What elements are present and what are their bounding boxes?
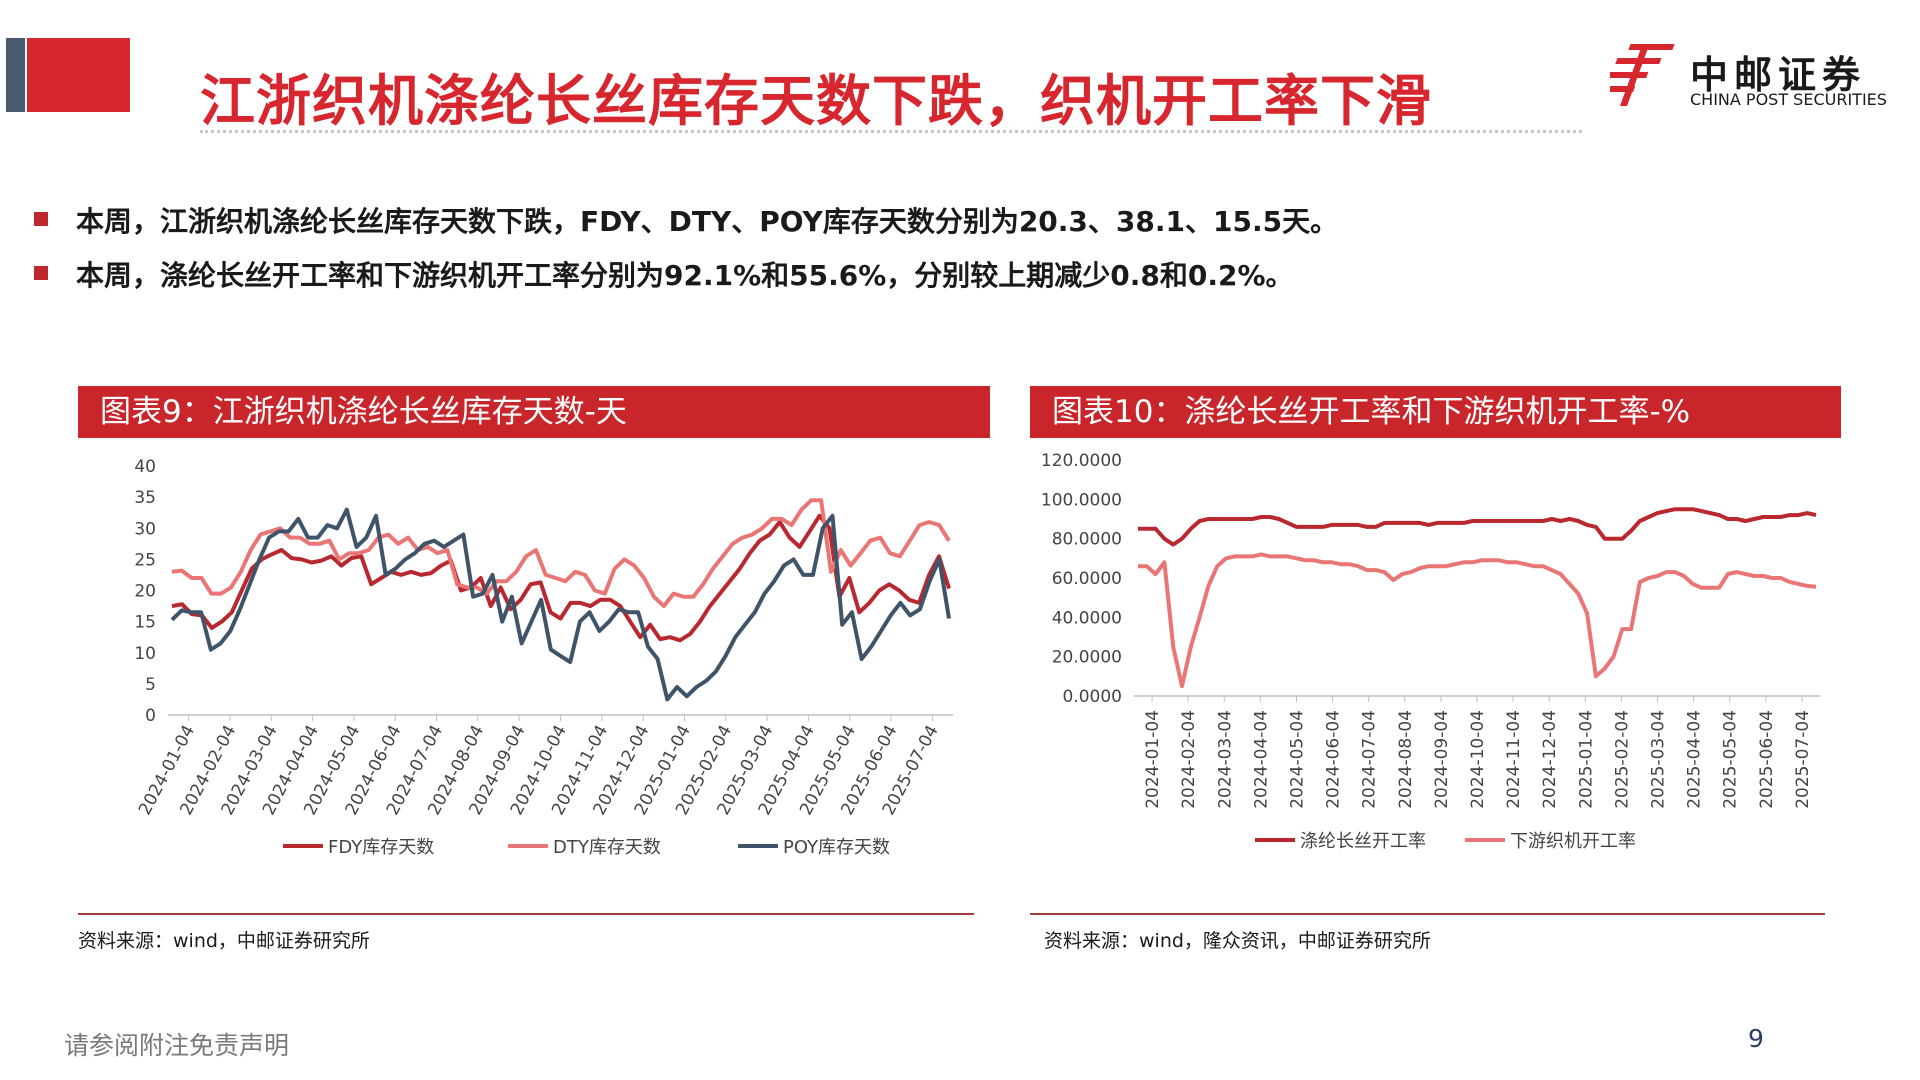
chart9-ytick-label: 20 bbox=[134, 582, 156, 602]
chart10-legend-label-2: 下游织机开工率 bbox=[1510, 831, 1636, 852]
chart9-legend-label-3: POY库存天数 bbox=[783, 837, 890, 858]
disclaimer-note: 请参阅附注免责声明 bbox=[64, 1031, 290, 1060]
header-accent-bar-red bbox=[27, 38, 130, 112]
chart9-ytick-label: 15 bbox=[134, 613, 156, 633]
chart9-series-line-3 bbox=[170, 507, 951, 702]
chart10-xtick-label: 2025-01-04 bbox=[1576, 710, 1596, 809]
chart10-xtick-label: 2025-06-04 bbox=[1757, 710, 1777, 809]
chart10-xtick-label: 2024-08-04 bbox=[1396, 710, 1416, 809]
chart9-ytick-label: 30 bbox=[134, 519, 156, 539]
chart9-ytick-label: 10 bbox=[134, 644, 156, 664]
chart9-ytick-label: 5 bbox=[145, 675, 156, 695]
chart9-legend-label-1: FDY库存天数 bbox=[328, 837, 434, 858]
china-post-logo-icon bbox=[1610, 44, 1675, 106]
chart10-series-line-2 bbox=[1138, 552, 1817, 689]
chart9-series-line-2 bbox=[171, 498, 951, 609]
bullet-marker-2 bbox=[34, 266, 48, 280]
chart9-source-divider bbox=[78, 913, 974, 915]
chart10-ytick-label: 80.0000 bbox=[1052, 530, 1122, 550]
chart10-legend-label-1: 涤纶长丝开工率 bbox=[1300, 831, 1426, 852]
header-accent-bar-gray bbox=[6, 38, 25, 112]
chart9-series-line-1 bbox=[171, 513, 951, 643]
chart10-source: 资料来源：wind，隆众资讯，中邮证券研究所 bbox=[1044, 930, 1431, 952]
chart9-header: 图表9：江浙织机涤纶长丝库存天数-天 bbox=[78, 386, 990, 438]
bullet-marker-1 bbox=[34, 212, 48, 226]
chart10-xtick-label: 2024-10-04 bbox=[1468, 710, 1488, 809]
chart10-operating-rate: 0.0000 20.0000 40.0000 60.0000 80.0000 100.00… bbox=[1041, 451, 1820, 852]
chart9-inventory-days: 05101520253035402024-01-042024-02-042024… bbox=[134, 457, 953, 858]
logo-text-english: CHINA POST SECURITIES bbox=[1690, 90, 1887, 109]
chart10-ytick-label: 0.0000 bbox=[1063, 687, 1122, 707]
chart10-header: 图表10：涤纶长丝开工率和下游织机开工率-% bbox=[1030, 386, 1841, 438]
chart9-ytick-label: 35 bbox=[134, 488, 156, 508]
page-number: 9 bbox=[1748, 1024, 1764, 1053]
title-divider bbox=[200, 130, 1582, 133]
chart10-xtick-label: 2024-12-04 bbox=[1540, 710, 1560, 809]
chart10-xtick-label: 2024-05-04 bbox=[1287, 710, 1307, 809]
chart9-legend-label-2: DTY库存天数 bbox=[553, 837, 661, 858]
chart10-xtick-label: 2024-09-04 bbox=[1432, 710, 1452, 809]
chart10-xtick-label: 2024-06-04 bbox=[1324, 710, 1344, 809]
chart9-ytick-label: 40 bbox=[134, 457, 156, 477]
chart10-series-line-1 bbox=[1138, 507, 1817, 547]
chart10-ytick-label: 60.0000 bbox=[1052, 569, 1122, 589]
chart10-xtick-label: 2024-11-04 bbox=[1504, 710, 1524, 809]
chart10-xtick-label: 2025-07-04 bbox=[1793, 710, 1813, 809]
chart10-xtick-label: 2025-04-04 bbox=[1685, 710, 1705, 809]
chart9-ytick-label: 0 bbox=[145, 706, 156, 726]
chart10-ytick-label: 20.0000 bbox=[1052, 648, 1122, 668]
chart10-ytick-label: 100.0000 bbox=[1041, 490, 1122, 510]
chart10-xtick-label: 2025-05-04 bbox=[1721, 710, 1741, 809]
chart10-xtick-label: 2024-04-04 bbox=[1251, 710, 1271, 809]
chart9-ytick-label: 25 bbox=[134, 550, 156, 570]
chart10-ytick-label: 120.0000 bbox=[1041, 451, 1122, 471]
chart10-xtick-label: 2024-03-04 bbox=[1215, 710, 1235, 809]
chart10-source-divider bbox=[1030, 913, 1825, 915]
page-title: 江浙织机涤纶长丝库存天数下跌，织机开工率下滑 bbox=[200, 69, 1433, 133]
chart10-xtick-label: 2025-03-04 bbox=[1649, 710, 1669, 809]
chart10-ytick-label: 40.0000 bbox=[1052, 608, 1122, 628]
logo-mark-shapes bbox=[1610, 44, 1675, 106]
logo-text-chinese: 中邮证券 bbox=[1690, 53, 1867, 97]
bullet-text-1: 本周，江浙织机涤纶长丝库存天数下跌，FDY、DTY、POY库存天数分别为20.3… bbox=[76, 205, 1339, 238]
chart10-xtick-label: 2024-01-04 bbox=[1143, 710, 1163, 809]
chart10-xtick-label: 2024-07-04 bbox=[1360, 710, 1380, 809]
bullet-text-2: 本周，涤纶长丝开工率和下游织机开工率分别为92.1%和55.6%，分别较上期减少… bbox=[76, 259, 1294, 292]
chart10-xtick-label: 2025-02-04 bbox=[1612, 710, 1632, 809]
chart10-xtick-label: 2024-02-04 bbox=[1179, 710, 1199, 809]
chart9-source: 资料来源：wind，中邮证券研究所 bbox=[78, 930, 370, 952]
